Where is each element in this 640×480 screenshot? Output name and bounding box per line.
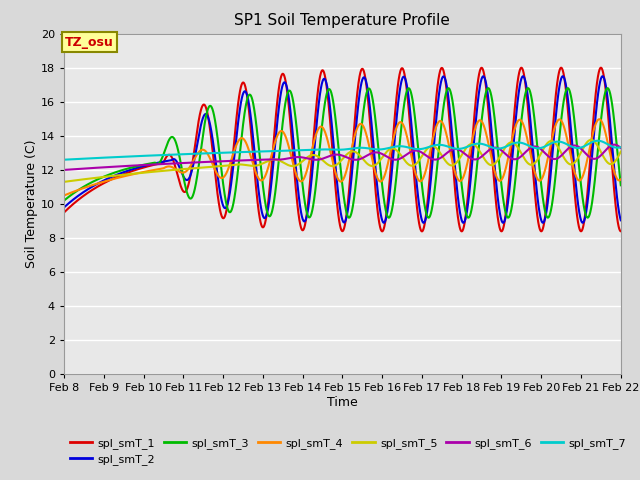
spl_smT_6: [611, 142, 618, 147]
spl_smT_2: [418, 217, 426, 223]
Line: spl_smT_5: spl_smT_5: [64, 140, 621, 182]
spl_smT_3: [131, 164, 139, 169]
spl_smT_6: [617, 145, 625, 151]
spl_smT_7: [442, 143, 450, 149]
spl_smT_2: [442, 81, 450, 86]
spl_smT_3: [617, 182, 625, 188]
spl_smT_1: [597, 65, 605, 71]
spl_smT_6: [131, 163, 139, 168]
spl_smT_5: [351, 149, 359, 155]
spl_smT_4: [131, 171, 139, 177]
Line: spl_smT_1: spl_smT_1: [64, 68, 621, 231]
spl_smT_6: [442, 151, 450, 156]
spl_smT_3: [385, 215, 392, 221]
spl_smT_1: [308, 156, 316, 161]
spl_smT_2: [351, 131, 359, 137]
spl_smT_4: [60, 192, 68, 198]
spl_smT_5: [303, 155, 311, 160]
Text: TZ_osu: TZ_osu: [65, 36, 113, 48]
spl_smT_2: [599, 73, 607, 79]
spl_smT_3: [308, 209, 316, 215]
Line: spl_smT_7: spl_smT_7: [64, 141, 621, 160]
spl_smT_1: [60, 210, 68, 216]
spl_smT_1: [442, 84, 450, 90]
spl_smT_7: [308, 147, 316, 153]
spl_smT_4: [303, 167, 311, 172]
spl_smT_2: [617, 217, 625, 223]
Line: spl_smT_4: spl_smT_4: [64, 119, 621, 195]
Line: spl_smT_3: spl_smT_3: [64, 88, 621, 218]
Y-axis label: Soil Temperature (C): Soil Temperature (C): [25, 140, 38, 268]
spl_smT_3: [351, 185, 359, 191]
spl_smT_3: [418, 182, 426, 188]
spl_smT_6: [308, 156, 316, 162]
spl_smT_1: [418, 228, 426, 234]
spl_smT_7: [131, 153, 139, 159]
spl_smT_4: [617, 177, 625, 182]
spl_smT_7: [351, 145, 359, 151]
Legend: spl_smT_1, spl_smT_2, spl_smT_3, spl_smT_4, spl_smT_5, spl_smT_6, spl_smT_7: spl_smT_1, spl_smT_2, spl_smT_3, spl_smT…: [70, 438, 626, 465]
spl_smT_5: [442, 159, 450, 165]
spl_smT_4: [418, 178, 426, 183]
spl_smT_7: [617, 144, 625, 150]
spl_smT_7: [303, 147, 311, 153]
spl_smT_1: [351, 109, 359, 115]
spl_smT_7: [60, 157, 68, 163]
spl_smT_5: [60, 179, 68, 185]
spl_smT_7: [594, 138, 602, 144]
spl_smT_6: [303, 156, 311, 161]
spl_smT_3: [60, 198, 68, 204]
spl_smT_5: [418, 154, 426, 159]
spl_smT_1: [131, 167, 139, 173]
Title: SP1 Soil Temperature Profile: SP1 Soil Temperature Profile: [234, 13, 451, 28]
Line: spl_smT_2: spl_smT_2: [64, 76, 621, 223]
spl_smT_5: [131, 171, 139, 177]
spl_smT_2: [303, 212, 311, 217]
spl_smT_4: [308, 147, 316, 153]
spl_smT_1: [418, 228, 426, 234]
X-axis label: Time: Time: [327, 396, 358, 409]
spl_smT_7: [418, 146, 426, 152]
spl_smT_2: [131, 166, 139, 171]
spl_smT_2: [308, 172, 316, 178]
spl_smT_6: [418, 150, 426, 156]
Line: spl_smT_6: spl_smT_6: [64, 144, 621, 170]
spl_smT_6: [60, 167, 68, 173]
spl_smT_1: [617, 228, 625, 234]
spl_smT_6: [351, 157, 359, 163]
spl_smT_2: [60, 204, 68, 210]
spl_smT_4: [442, 130, 450, 136]
spl_smT_5: [588, 137, 595, 143]
spl_smT_3: [303, 211, 311, 217]
spl_smT_3: [442, 89, 450, 95]
spl_smT_5: [617, 149, 625, 155]
spl_smT_5: [308, 152, 316, 158]
spl_smT_3: [604, 85, 611, 91]
spl_smT_2: [420, 220, 428, 226]
spl_smT_4: [595, 116, 603, 122]
spl_smT_4: [351, 131, 359, 136]
spl_smT_1: [303, 208, 311, 214]
